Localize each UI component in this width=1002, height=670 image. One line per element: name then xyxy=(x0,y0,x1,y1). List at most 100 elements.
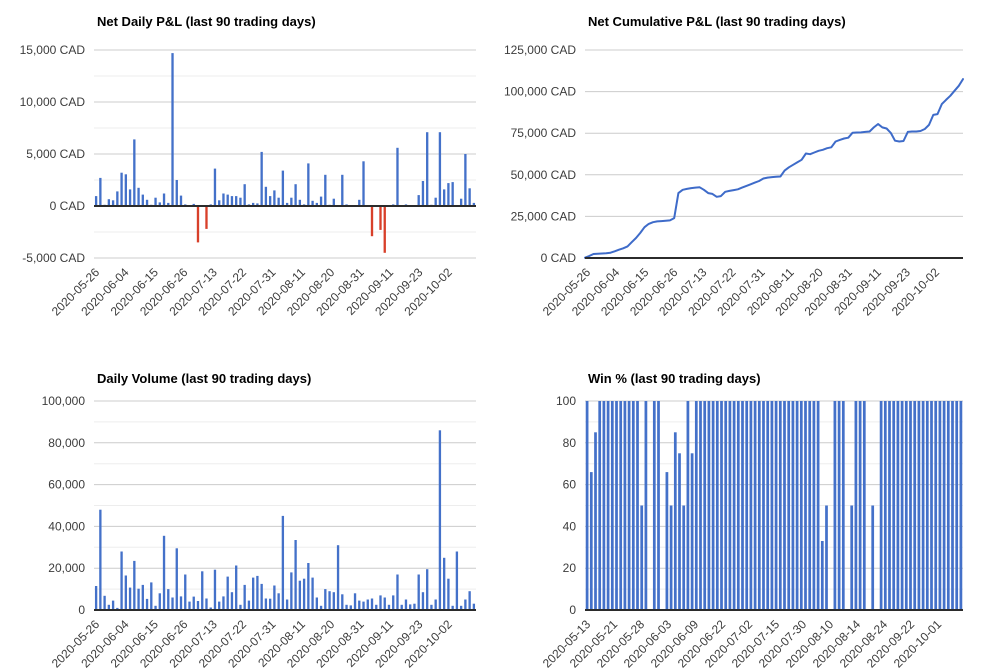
bar xyxy=(213,168,217,206)
bar xyxy=(201,571,204,610)
bar xyxy=(222,193,225,206)
bar xyxy=(345,604,348,610)
chart-title-daily-volume: Daily Volume (last 90 trading days) xyxy=(97,371,312,386)
bar xyxy=(268,598,272,610)
bar xyxy=(192,203,195,206)
bar xyxy=(294,540,297,610)
bar xyxy=(757,401,761,610)
bar xyxy=(111,600,115,610)
bar xyxy=(686,401,690,610)
bar xyxy=(820,541,824,610)
y-tick-label: 50,000 CAD xyxy=(511,168,577,182)
bar xyxy=(652,401,656,610)
cumulative-line xyxy=(584,78,964,259)
bar xyxy=(934,401,938,610)
bar xyxy=(273,585,276,610)
bar xyxy=(336,545,340,610)
chart-net-cumulative-pnl: Net Cumulative P&L (last 90 trading days… xyxy=(501,0,1002,335)
bar xyxy=(946,401,950,610)
bar xyxy=(707,401,711,610)
bar xyxy=(252,202,255,206)
bar xyxy=(298,199,302,206)
bar xyxy=(762,401,765,610)
y-tick-label: 60 xyxy=(563,478,577,492)
daily-volume-plot[interactable]: 100,00080,00060,00040,00020,00002020-05-… xyxy=(0,335,501,670)
bar xyxy=(341,174,344,206)
bar xyxy=(715,401,719,610)
bar xyxy=(192,596,195,610)
bar xyxy=(464,599,467,610)
bar xyxy=(179,596,183,610)
bar xyxy=(239,604,242,610)
bar xyxy=(162,193,166,206)
bar xyxy=(854,401,858,610)
bar xyxy=(438,430,442,610)
bar xyxy=(623,401,627,610)
bar xyxy=(196,601,200,610)
bar xyxy=(396,574,399,610)
bar xyxy=(141,194,144,206)
bar xyxy=(799,401,803,610)
bar xyxy=(209,607,212,610)
bar xyxy=(162,535,166,610)
chart-title-net-cumulative-pnl: Net Cumulative P&L (last 90 trading days… xyxy=(588,14,846,29)
bar xyxy=(602,401,606,610)
bar xyxy=(383,597,386,610)
bar xyxy=(145,598,149,610)
bar xyxy=(728,401,732,610)
bar xyxy=(239,197,242,206)
bar xyxy=(421,181,425,206)
bar xyxy=(925,401,929,610)
bar xyxy=(103,595,106,610)
bar xyxy=(825,505,828,610)
bar xyxy=(154,197,157,206)
bar xyxy=(682,505,686,610)
bar xyxy=(264,186,268,206)
bar xyxy=(243,584,246,610)
bar xyxy=(955,401,959,610)
bar xyxy=(871,505,875,610)
bar xyxy=(94,196,98,206)
win-pct-plot[interactable]: 1008060402002020-05-132020-05-212020-05-… xyxy=(501,335,1002,670)
y-tick-label: 0 xyxy=(78,603,85,617)
bar xyxy=(451,605,454,610)
bar xyxy=(711,401,715,610)
bar xyxy=(362,601,365,610)
bar xyxy=(443,189,446,206)
bar xyxy=(285,202,289,206)
bar xyxy=(332,592,335,610)
bar xyxy=(252,577,255,610)
bar xyxy=(277,197,280,206)
bar xyxy=(808,401,812,610)
net-cumulative-pnl-plot[interactable]: 125,000 CAD 100,000 CAD 75,000 CAD 50,000 C… xyxy=(501,0,1002,335)
bar xyxy=(137,187,140,206)
net-daily-pnl-plot[interactable]: 15,000 CAD 10,000 CAD 5,000 CAD 0 CAD -5,000… xyxy=(0,0,501,335)
bar xyxy=(464,154,467,206)
bar xyxy=(413,603,416,610)
y-tick-label: 10,000 CAD xyxy=(20,95,86,109)
bar xyxy=(222,596,225,610)
bar xyxy=(774,401,778,610)
negative-bar xyxy=(370,206,374,237)
bar xyxy=(362,161,365,206)
bar xyxy=(141,584,144,610)
negative-bar xyxy=(205,206,208,229)
bar xyxy=(615,401,618,610)
bar xyxy=(745,401,749,610)
bar xyxy=(218,200,221,206)
bar xyxy=(862,401,866,610)
bar xyxy=(396,147,399,206)
y-tick-label: 40,000 xyxy=(48,519,85,533)
y-tick-label: 60,000 xyxy=(48,478,85,492)
bar xyxy=(896,401,900,610)
bar xyxy=(264,598,268,610)
bar xyxy=(904,401,908,610)
bar xyxy=(294,184,297,206)
bar xyxy=(690,453,694,611)
bar xyxy=(179,195,183,206)
bar xyxy=(358,199,361,206)
bar xyxy=(791,401,795,610)
bar xyxy=(879,401,883,610)
bar xyxy=(888,401,891,610)
